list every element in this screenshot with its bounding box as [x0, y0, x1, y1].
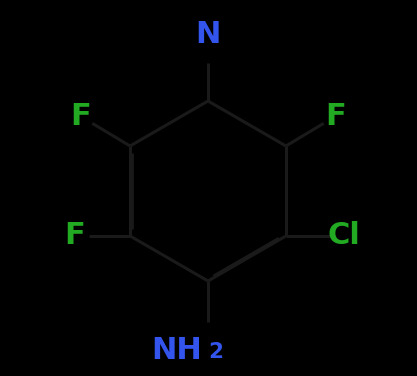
Text: F: F [325, 102, 346, 130]
Text: F: F [70, 102, 91, 130]
Text: 2: 2 [208, 342, 224, 362]
Text: Cl: Cl [327, 221, 360, 250]
Text: F: F [65, 221, 85, 250]
Text: N: N [195, 20, 221, 49]
Text: NH: NH [151, 336, 202, 365]
